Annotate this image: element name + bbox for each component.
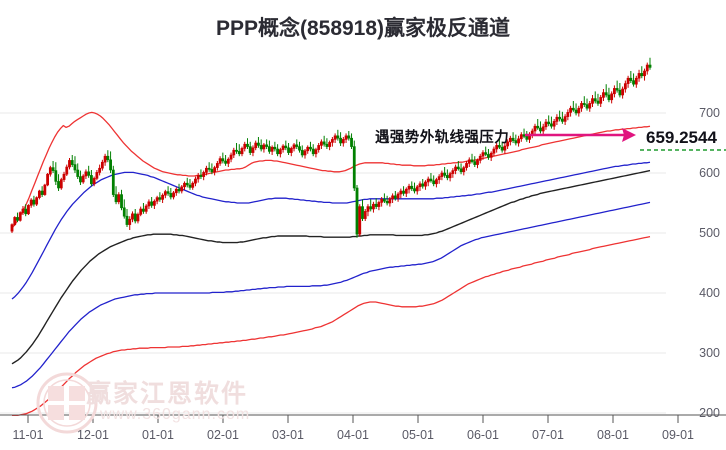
x-tick-label: 03-01 — [272, 428, 304, 442]
x-tick-label: 07-01 — [532, 428, 564, 442]
x-tick-label: 12-01 — [77, 428, 109, 442]
x-tick-label: 04-01 — [337, 428, 369, 442]
x-tick-label: 09-01 — [662, 428, 694, 442]
x-tick-label: 11-01 — [12, 428, 44, 442]
annotation-label: 遇强势外轨线强压力 — [375, 130, 510, 146]
candlestick-series — [10, 57, 652, 238]
y-tick-label: 600 — [699, 166, 720, 180]
grid-lines — [0, 112, 666, 414]
current-price-label: 659.2544 — [646, 128, 717, 147]
x-tick-label: 06-01 — [467, 428, 499, 442]
x-tick-label: 08-01 — [597, 428, 629, 442]
y-tick-label: 300 — [699, 346, 720, 360]
watermark-url: www.360gann.com — [100, 406, 251, 423]
watermark-seal-icon — [36, 372, 98, 434]
annotation-arrow — [525, 128, 636, 142]
page-title: PPP概念(858918)赢家极反通道 — [215, 17, 511, 40]
x-tick-label: 01-01 — [142, 428, 174, 442]
x-tick-label: 05-01 — [402, 428, 434, 442]
y-tick-label: 700 — [699, 106, 720, 120]
y-tick-label: 500 — [699, 226, 720, 240]
y-tick-label: 400 — [699, 286, 720, 300]
x-tick-label: 02-01 — [207, 428, 239, 442]
channel-bands — [11, 111, 651, 417]
watermark-brand: 赢家江恩软件 — [86, 380, 249, 408]
y-tick-label: 200 — [699, 406, 720, 420]
